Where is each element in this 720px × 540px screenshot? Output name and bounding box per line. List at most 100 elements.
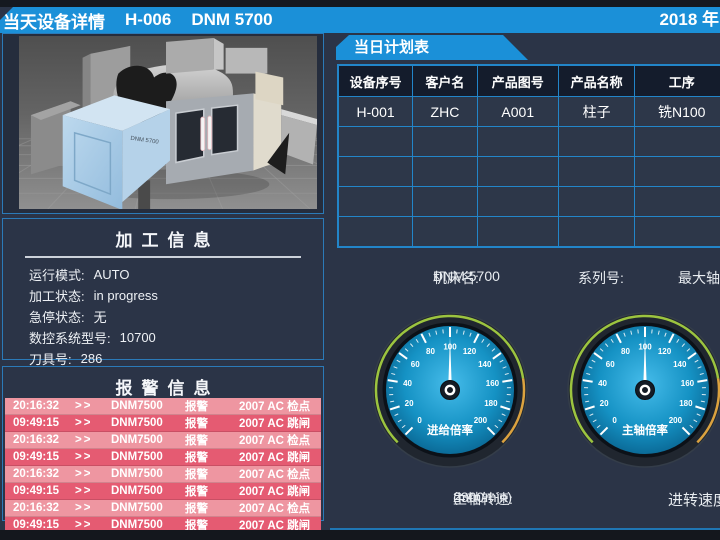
alarm-device: DNM7500 — [111, 434, 163, 446]
process-info-panel: 加工信息 运行模式: AUTO 加工状态: in progress 急停状态: 无数控系统… — [2, 218, 324, 367]
alarm-row: 20:16:32 >> DNM7500 报警 2007 AC 检点 — [5, 398, 321, 415]
gauge-arc — [501, 378, 526, 444]
gauge-tick-label: 40 — [403, 379, 412, 388]
max-axis-label: 最大轴数 — [678, 270, 720, 286]
alarm-time: 09:49:15 — [13, 417, 60, 429]
alarm-row: 09:49:15 >> DNM7500 报警 2007 AC 跳闸 — [5, 483, 321, 500]
plan-table-cell — [476, 126, 559, 157]
gauge-label: 主轴倍率 — [622, 423, 668, 437]
gauge-label: 进给倍率 — [427, 423, 473, 437]
device-model: DNM 5700 — [191, 10, 273, 29]
plan-table-row — [337, 186, 720, 217]
alarm-time: 20:16:32 — [13, 400, 60, 412]
info-label: 加工状态: — [29, 289, 85, 304]
plan-table-cell — [557, 126, 636, 157]
plan-table-cell — [634, 186, 720, 217]
alarm-message: 2007 AC 检点 — [239, 503, 311, 515]
info-label: 数控系统型号: — [29, 331, 111, 346]
alarm-row: 09:49:15 >> DNM7500 报警 2007 AC 跳闸 — [5, 449, 321, 466]
plan-table-body: H-001 ZHC A001 柱子 铣N100 — [337, 96, 720, 248]
gauge-tick-label: 200 — [669, 416, 683, 425]
alarm-row: 20:16:32 >> DNM7500 报警 2007 AC 检点 — [5, 466, 321, 483]
plan-table-cell: ZHC — [412, 96, 478, 127]
alarm-type: 报警 — [185, 418, 208, 430]
alarm-device: DNM7500 — [111, 468, 163, 480]
gauge-tick-label: 200 — [474, 416, 488, 425]
gauge-tick-label: 180 — [679, 399, 693, 408]
gauge-tick-label: 140 — [478, 360, 492, 369]
machine-3d-render: DNM 5700 — [19, 36, 317, 209]
top-strip — [0, 0, 720, 7]
bottom-border-line — [330, 528, 720, 530]
plan-table-cell — [476, 156, 559, 187]
header-bar: 当天设备详情 H-006 DNM 5700 2018 年 — [0, 7, 720, 33]
machine-model-text: DNM 5700 — [130, 136, 160, 146]
alarm-message: 2007 AC 跳闸 — [239, 486, 311, 498]
gauge-dial: 020406080100120140160180200进给倍率 — [372, 312, 528, 468]
alarm-row: 20:16:32 >> DNM7500 报警 2007 AC 检点 — [5, 432, 321, 449]
gauge-tick-label: 0 — [612, 416, 617, 425]
plan-table-cell: H-001 — [337, 96, 414, 127]
plan-table-cell: 铣N100 — [634, 96, 720, 127]
machine-3d-view: DNM 5700 — [19, 36, 317, 209]
alarm-row: 09:49:15 >> DNM7500 报警 2007 AC 跳闸 — [5, 517, 321, 534]
alarm-arrow: >> — [75, 400, 93, 412]
plan-table-cell — [337, 156, 414, 187]
info-item: 急停状态: 无 — [29, 306, 323, 327]
alarm-message: 2007 AC 跳闸 — [239, 418, 311, 430]
plan-table-header-cell: 工序 — [634, 64, 720, 97]
process-info-title: 加工信息 — [115, 231, 220, 250]
process-info-list: 运行模式: AUTO 加工状态: in progress 急停状态: 无数控系统型号: 10… — [3, 264, 323, 369]
alarm-info-panel: 报警信息 20:16:32 >> DNM7500 报警 2007 AC 检点 09:49:… — [2, 366, 324, 534]
alarm-device: DNM7500 — [111, 417, 163, 429]
alarm-type: 报警 — [185, 452, 208, 464]
plan-table-header-cell: 产品图号 — [476, 64, 559, 97]
alarm-device: DNM7500 — [111, 485, 163, 497]
plan-table-cell — [412, 156, 478, 187]
info-item: 数控系统型号: 10700 — [29, 327, 323, 348]
gauge-tick-label: 160 — [486, 379, 500, 388]
plan-table-cell — [337, 216, 414, 248]
info-item: 运行模式: AUTO — [29, 264, 323, 285]
plan-table-row — [337, 126, 720, 157]
title-rule — [25, 256, 301, 258]
info-value: 无 — [93, 310, 107, 325]
alarm-time: 20:16:32 — [13, 434, 60, 446]
plan-table-cell: 柱子 — [557, 96, 636, 127]
gauge-arc — [569, 314, 720, 444]
gauge-tick-label: 80 — [426, 347, 435, 356]
gauge-tick-label: 120 — [658, 347, 672, 356]
alarm-arrow: >> — [75, 485, 93, 497]
plan-table-cell — [412, 126, 478, 157]
alarm-device: DNM7500 — [111, 400, 163, 412]
plan-table-cell — [476, 216, 559, 248]
alarm-arrow: >> — [75, 502, 93, 514]
alarm-message: 2007 AC 检点 — [239, 435, 311, 447]
alarm-time: 20:16:32 — [13, 502, 60, 514]
info-label: 运行模式: — [29, 268, 85, 283]
alarm-message: 2007 AC 检点 — [239, 469, 311, 481]
info-value: in progress — [93, 288, 158, 303]
plan-table-cell — [337, 186, 414, 217]
plan-table-header-cell: 产品名称 — [557, 64, 636, 97]
plan-table-header-row: 设备序号 客户名 产品图号 产品名称 工序 — [337, 64, 720, 97]
plan-table-cell — [634, 216, 720, 248]
gauge-tick-label: 120 — [463, 347, 477, 356]
info-item: 刀具号: 286 — [29, 348, 323, 369]
alarm-type: 报警 — [185, 503, 208, 515]
alarm-arrow: >> — [75, 417, 93, 429]
plan-table-cell — [634, 156, 720, 187]
info-value: 286 — [80, 351, 103, 366]
gauge-feed-override: 020406080100120140160180200进给倍率 — [365, 305, 535, 475]
alarm-row: 20:16:32 >> DNM7500 报警 2007 AC 检点 — [5, 500, 321, 517]
plan-table-header-cell: 设备序号 — [337, 64, 414, 97]
alarm-type: 报警 — [185, 520, 208, 532]
plan-table-row — [337, 156, 720, 187]
plan-table-head: 设备序号 客户名 产品图号 产品名称 工序 — [337, 64, 720, 97]
alarm-arrow: >> — [75, 434, 93, 446]
alarm-row: 09:49:15 >> DNM7500 报警 2007 AC 跳闸 — [5, 415, 321, 432]
header-date: 2018 年 — [659, 10, 719, 29]
alarm-message: 2007 AC 检点 — [239, 401, 311, 413]
tab-daily-plan[interactable]: 当日计划表 — [336, 35, 528, 60]
